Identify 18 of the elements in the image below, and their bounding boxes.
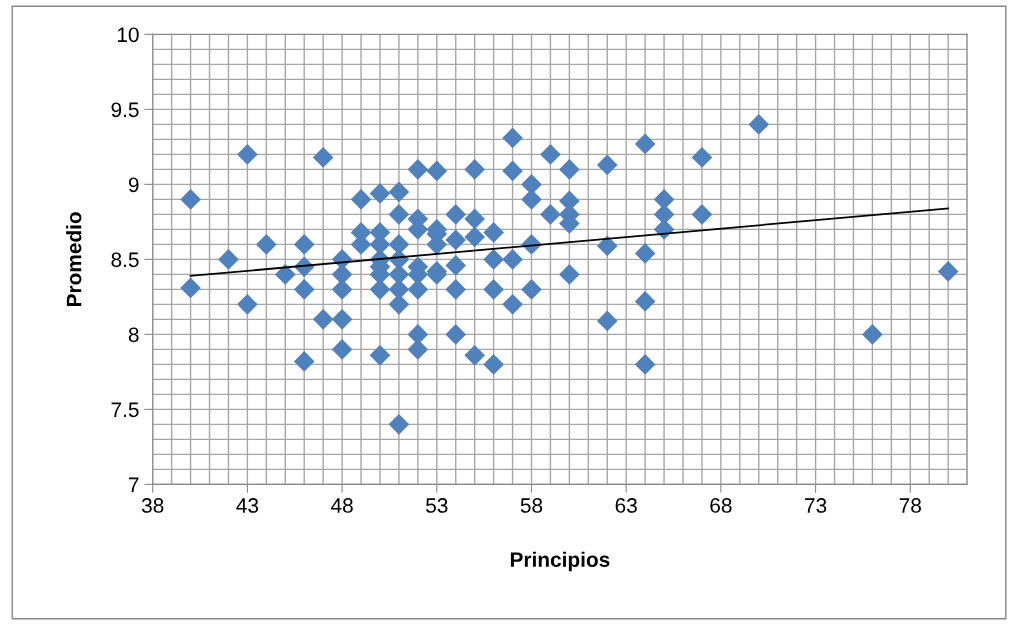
y-tick-label: 10 [117,27,139,43]
x-tick-label: 58 [520,498,543,513]
y-tick-label: 9.5 [111,102,139,118]
y-tick-label: 7 [128,477,139,492]
x-axis-title: Principios [510,551,610,572]
x-tick-label: 48 [330,498,353,513]
y-tick-label: 8.5 [111,252,139,268]
y-tick-label: 9 [128,177,139,193]
x-tick-label: 78 [899,498,921,513]
y-tick-label: 8 [128,327,139,343]
x-tick-label: 38 [141,498,164,513]
x-tick-label: 63 [615,498,637,513]
y-tick-label: 7.5 [111,402,139,418]
y-axis-title: Promedio [66,212,82,307]
x-tick-label: 73 [805,498,827,513]
x-tick-label: 68 [710,498,732,513]
x-tick-label: 53 [426,498,448,513]
x-tick-label: 43 [236,498,259,513]
